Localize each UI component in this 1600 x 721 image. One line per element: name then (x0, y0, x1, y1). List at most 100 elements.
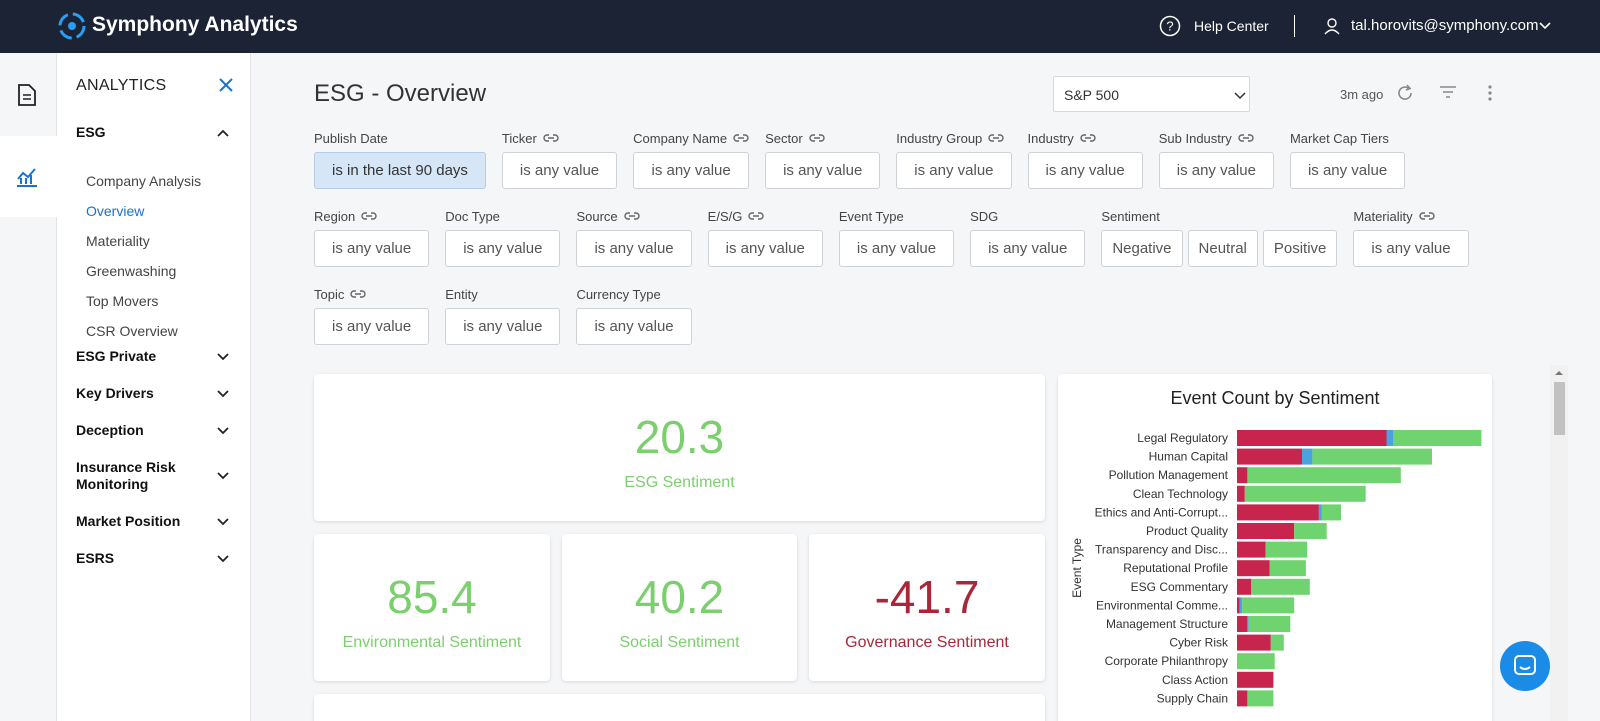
filter-value[interactable]: is any value (501, 152, 618, 189)
filter-label: Company Name (633, 130, 728, 146)
bar-segment (1237, 690, 1248, 707)
link-icon[interactable] (748, 211, 764, 221)
expand-chevron[interactable] (217, 554, 229, 563)
analytics-icon[interactable] (15, 166, 39, 188)
link-icon[interactable] (1238, 133, 1254, 143)
nav-item[interactable]: Top Movers (86, 293, 159, 309)
user-menu[interactable]: tal.horovits@symphony.com (1351, 17, 1539, 34)
filter-label-row: Currency Type (576, 284, 691, 304)
filter-value[interactable]: is any value (838, 230, 955, 267)
filter-label-row: Event Type (839, 206, 954, 226)
expand-chevron[interactable] (217, 352, 229, 361)
link-icon[interactable] (733, 133, 749, 143)
expand-chevron[interactable] (217, 426, 229, 435)
refresh-button[interactable] (1396, 84, 1414, 102)
link-icon[interactable] (350, 289, 366, 299)
filter-value[interactable]: is any value (765, 152, 881, 189)
nav-group-label: Insurance Risk Monitoring (76, 459, 176, 492)
filter-value[interactable]: is any value (445, 230, 561, 267)
filter-label-row: Company Name (633, 128, 749, 148)
expand-chevron[interactable] (217, 389, 229, 398)
link-icon[interactable] (988, 133, 1004, 143)
filter-value[interactable]: is in the last 90 days (314, 152, 486, 189)
kpi-label: Social Sentiment (619, 634, 740, 651)
nav-item[interactable]: CSR Overview (86, 323, 178, 339)
filter-option[interactable]: Negative (1101, 230, 1183, 267)
nav-group[interactable]: Market Position (76, 513, 236, 530)
y-tick-label: Management Structure (1106, 617, 1228, 631)
help-icon[interactable]: ? (1159, 15, 1181, 37)
bar-segment (1244, 485, 1366, 502)
filter-value[interactable]: is any value (576, 308, 692, 345)
filter-button[interactable] (1439, 85, 1457, 99)
close-sidebar[interactable] (219, 78, 233, 92)
filter-value[interactable]: is any value (970, 230, 1086, 267)
filter-value[interactable]: is any value (1027, 152, 1143, 189)
expand-chevron[interactable] (217, 517, 229, 526)
link-path (748, 212, 764, 220)
bar-segment (1294, 523, 1327, 539)
help-link[interactable]: Help Center (1194, 18, 1269, 34)
kpi-card: 40.2 Social Sentiment (562, 534, 797, 681)
link-icon[interactable] (361, 211, 377, 221)
y-tick-label: Transparency and Disc... (1095, 543, 1228, 557)
filter-label: Market Cap Tiers (1289, 130, 1389, 146)
bar-segment (1237, 448, 1302, 465)
link-path (809, 134, 825, 142)
nav-group[interactable]: Key Drivers (76, 385, 236, 402)
link-icon[interactable] (543, 133, 559, 143)
filter-value[interactable]: is any value (707, 230, 823, 267)
nav-group[interactable]: ESG Private (76, 348, 236, 365)
chat-button[interactable] (1500, 641, 1550, 691)
link-icon[interactable] (624, 211, 640, 221)
filter: Industry Group is any value (896, 128, 1012, 189)
y-tick-label: Corporate Philanthropy (1105, 654, 1228, 668)
bar-segment (1239, 597, 1243, 614)
y-tick-label: Pollution Management (1109, 468, 1229, 482)
user-chevron[interactable] (1538, 20, 1552, 32)
expand-chevron[interactable] (217, 472, 229, 480)
y-tick-label: Clean Technology (1133, 487, 1228, 501)
filter-value[interactable]: is any value (1158, 152, 1274, 189)
nav-group-label: ESG Private (76, 348, 157, 364)
nav-item[interactable]: Company Analysis (86, 173, 202, 189)
y-axis-label: Event Type (1070, 538, 1084, 598)
scrollbar[interactable] (1550, 365, 1568, 721)
documents-icon[interactable] (16, 83, 38, 107)
filter-label-row: Industry Group (896, 128, 1011, 148)
filter-label: Industry (1027, 130, 1074, 146)
filter-value[interactable]: is any value (1353, 230, 1469, 267)
filter-value[interactable]: is any value (1289, 152, 1406, 189)
filter-value[interactable]: is any value (633, 152, 750, 189)
filter-label-row: Region (314, 206, 429, 226)
filter-value[interactable]: is any value (896, 152, 1012, 189)
filter-value[interactable]: is any value (314, 308, 430, 345)
chevron-path (217, 389, 229, 397)
nav-item[interactable]: Overview (86, 203, 145, 219)
link-icon[interactable] (1419, 211, 1435, 221)
nav-group[interactable]: Deception (76, 422, 236, 439)
nav-group[interactable]: Insurance Risk Monitoring (76, 459, 236, 493)
index-select[interactable]: S&P 500 (1053, 76, 1250, 112)
chart: Event Count by Sentiment Event Type Legal … (1070, 388, 1482, 707)
nav-group[interactable]: ESG (76, 124, 236, 141)
filter-label-row: Sub Industry (1159, 128, 1274, 148)
user-icon[interactable] (1323, 17, 1341, 35)
collapse-chevron[interactable] (217, 129, 229, 137)
nav-item[interactable]: Greenwashing (86, 263, 177, 279)
filter-value[interactable]: is any value (314, 230, 430, 267)
link-icon[interactable] (809, 133, 825, 143)
filter-option[interactable]: Neutral (1187, 230, 1258, 267)
nav-group[interactable]: ESRS (76, 550, 236, 567)
scroll-up[interactable] (1554, 369, 1564, 377)
link-icon[interactable] (1080, 133, 1096, 143)
filter-value[interactable]: is any value (576, 230, 692, 267)
y-tick-label: Class Action (1162, 673, 1228, 687)
filter-value[interactable]: is any value (445, 308, 561, 345)
brand[interactable]: Symphony Analytics (92, 13, 298, 36)
filter-label-row: Ticker (502, 128, 617, 148)
scroll-thumb[interactable] (1554, 382, 1565, 435)
more-button[interactable] (1486, 84, 1494, 102)
filter-option[interactable]: Positive (1262, 230, 1338, 267)
nav-item[interactable]: Materiality (86, 233, 150, 249)
